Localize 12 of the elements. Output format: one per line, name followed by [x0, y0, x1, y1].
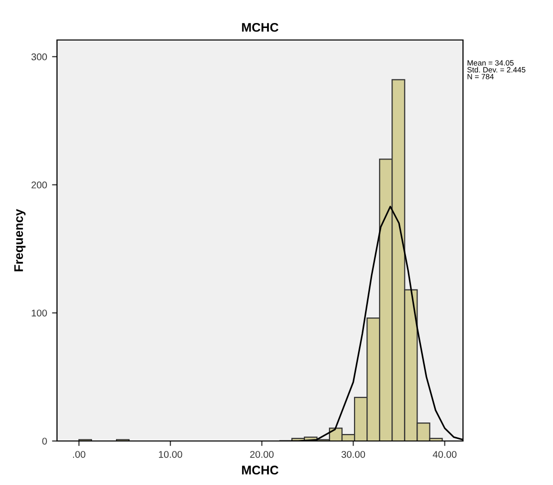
chart-title: MCHC — [242, 22, 278, 32]
x-tick-label: 10.00 — [158, 450, 182, 458]
x-tick-label: .00 — [73, 450, 86, 458]
y-tick-label: 300 — [31, 53, 47, 60]
y-tick-label: 0 — [42, 438, 47, 445]
y-tick-label: 200 — [32, 182, 47, 188]
x-tick-label: 30.00 — [341, 450, 366, 458]
y-axis-title: Frequency — [14, 208, 26, 272]
x-axis-title: MCHC — [242, 466, 278, 475]
x-tick-label: 20.00 — [250, 450, 274, 458]
x-tick-label: 40.00 — [432, 450, 456, 458]
y-tick-label: 100 — [32, 310, 47, 317]
